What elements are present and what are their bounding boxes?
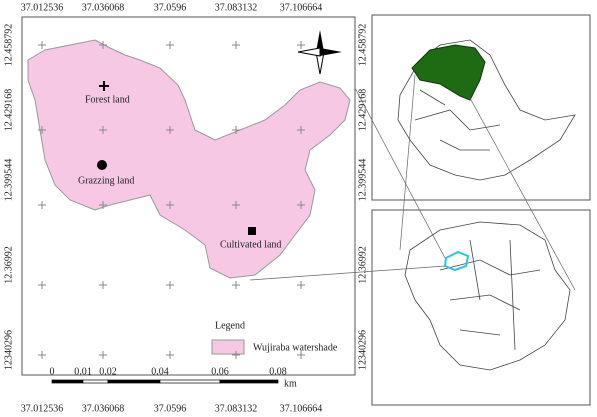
- x-coord-label: 37.106664: [280, 403, 323, 414]
- scale-label: 0.02: [99, 366, 117, 377]
- scale-label: 0.08: [269, 366, 287, 377]
- grid-cross: [99, 126, 107, 134]
- y-coord-label: 12340296: [357, 330, 368, 370]
- grid-cross: [166, 41, 174, 49]
- grid-cross: [166, 126, 174, 134]
- cultivated-symbol: [248, 227, 256, 235]
- inset-frame: [371, 209, 591, 406]
- scale-segment: [159, 379, 221, 384]
- grid-cross: [297, 126, 305, 134]
- grid-cross: [297, 281, 305, 289]
- connector-lines: [249, 74, 576, 291]
- grid-cross: [38, 126, 46, 134]
- grazing-symbol: [97, 160, 107, 170]
- x-coord-label: 37.012536: [21, 403, 64, 414]
- grid-cross: [297, 201, 305, 209]
- inset-frame: [371, 14, 591, 201]
- scale-segment: [82, 379, 109, 384]
- grid-cross: [38, 41, 46, 49]
- scale-label: 0.01: [74, 366, 92, 377]
- grid-cross: [232, 281, 240, 289]
- x-coord-label: 37.0596: [154, 403, 187, 414]
- forest-symbol: [99, 81, 109, 91]
- x-coord-label: 37.083132: [215, 2, 258, 13]
- scale-segment: [51, 379, 84, 384]
- scale-segment: [107, 379, 161, 384]
- scale-segment: [219, 379, 279, 384]
- y-coord-label: 12340296: [3, 330, 14, 370]
- north-arrow: [297, 30, 342, 75]
- y-coord-label: 12.36992: [357, 246, 368, 284]
- x-coord-label: 37.106664: [280, 2, 323, 13]
- x-coord-label: 37.036068: [82, 403, 125, 414]
- grid-cross: [99, 281, 107, 289]
- grid-cross: [99, 41, 107, 49]
- x-coord-label: 37.0596: [154, 2, 187, 13]
- grid-cross: [166, 351, 174, 359]
- feature-label: Forest land: [85, 94, 130, 105]
- grid-cross: [38, 281, 46, 289]
- y-coord-label: 12.36992: [3, 246, 14, 284]
- watershed: [27, 39, 351, 279]
- legend-item: Wujiraba watershade: [253, 342, 338, 353]
- scale-label: 0.06: [211, 366, 229, 377]
- highlight-region: [411, 44, 486, 101]
- grid-cross: [232, 126, 240, 134]
- grid-cross: [38, 351, 46, 359]
- grid-cross: [166, 281, 174, 289]
- legend-swatch: [211, 339, 245, 355]
- region-outline: [404, 221, 571, 371]
- grid-cross: [232, 41, 240, 49]
- y-coord-label: 12.399544: [357, 159, 368, 202]
- x-coord-label: 37.012536: [21, 2, 64, 13]
- grid-cross: [297, 351, 305, 359]
- grid-cross: [166, 201, 174, 209]
- main-frame: [21, 16, 356, 376]
- x-coord-label: 37.083132: [215, 403, 258, 414]
- legend-title: Legend: [215, 320, 245, 331]
- grid-cross: [38, 201, 46, 209]
- y-coord-label: 12.429168: [357, 89, 368, 132]
- grid-cross: [232, 351, 240, 359]
- grid-cross: [99, 351, 107, 359]
- y-coord-label: 12.458792: [357, 24, 368, 67]
- feature-label: Cultivated land: [220, 239, 281, 250]
- scale-unit: km: [284, 378, 297, 389]
- scale-label: 0: [50, 366, 55, 377]
- feature-label: Grazzing land: [78, 175, 134, 186]
- y-coord-label: 12.458792: [3, 24, 14, 67]
- scale-label: 0.04: [151, 366, 169, 377]
- y-coord-label: 12.429168: [3, 89, 14, 132]
- grid-cross: [232, 201, 240, 209]
- grid-cross: [297, 41, 305, 49]
- y-coord-label: 12.399544: [3, 159, 14, 202]
- x-coord-label: 37.036068: [82, 2, 125, 13]
- grid-cross: [99, 201, 107, 209]
